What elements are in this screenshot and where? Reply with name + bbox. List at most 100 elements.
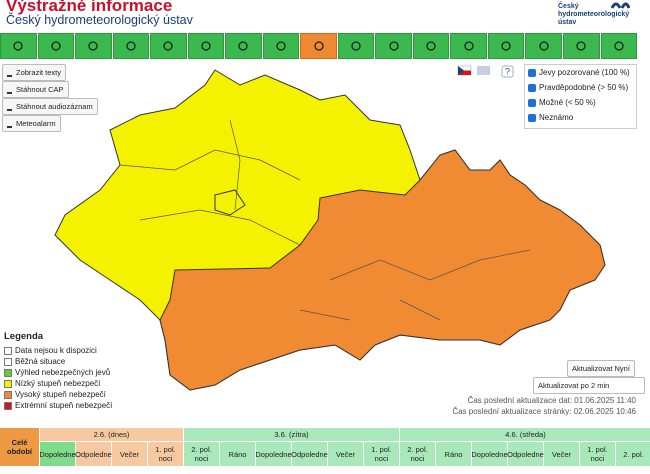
filter-panel: Jevy pozorované (100 %) Pravděpodobné (> … — [524, 64, 637, 129]
filter-label: Jevy pozorované (100 %) — [539, 68, 630, 77]
toolbar-button[interactable] — [300, 33, 337, 59]
legend-label: Vysoký stupeň nebezpečí — [15, 390, 106, 399]
period[interactable]: 1. pol. noci — [148, 442, 183, 466]
period[interactable]: Odpoledne — [75, 442, 112, 466]
period[interactable]: 2. pol. noci — [184, 442, 219, 466]
prague[interactable] — [214, 189, 246, 216]
icon — [88, 41, 98, 51]
period[interactable]: Odpoledne — [291, 442, 328, 466]
button[interactable]: Stáhnout CAP — [2, 81, 69, 98]
toolbar-button[interactable] — [187, 33, 225, 59]
period[interactable]: Ráno — [220, 442, 255, 466]
flag-cz-blue — [458, 66, 464, 75]
legend-swatch — [4, 379, 12, 388]
filter[interactable]: Jevy pozorované (100 %) — [525, 65, 636, 80]
legend-label: Výhled nebezpečných jevů — [15, 368, 111, 377]
button[interactable]: Meteoalarm — [2, 115, 61, 132]
period[interactable]: 1. pol. noci — [580, 442, 615, 466]
toolbar-button[interactable] — [375, 33, 412, 59]
map: ? — [54, 65, 606, 391]
region-high[interactable] — [159, 149, 606, 391]
filter[interactable]: Možné (< 50 %) — [525, 95, 636, 110]
timeline: Celé období 2.6. (dnes) 3.6. (zítra) 4.6. (… — [0, 428, 650, 468]
legend-item: Extrémní stupeň nebezpečí — [4, 401, 112, 410]
icon — [51, 41, 61, 51]
period[interactable]: 1. pol. noci — [364, 442, 399, 466]
period[interactable]: Dopoledne — [471, 442, 508, 466]
period[interactable]: Večer — [328, 442, 363, 466]
legend-item: Běžná situace — [4, 357, 65, 366]
period[interactable]: Večer — [112, 442, 147, 466]
toolbar — [0, 33, 638, 59]
toolbar-button[interactable] — [225, 33, 262, 59]
flag-uk[interactable] — [477, 66, 490, 75]
toolbar-button[interactable] — [562, 33, 600, 59]
legend-swatch — [4, 390, 12, 399]
toolbar-button[interactable] — [525, 33, 562, 59]
icon — [351, 41, 361, 51]
data-time: Čas poslední aktualizace dat: 01.06.2025… — [467, 396, 636, 405]
refresh-select[interactable]: Aktualizovat po 2 min — [533, 377, 645, 394]
period[interactable]: Odpoledne — [507, 442, 544, 466]
toolbar-button[interactable] — [487, 33, 525, 59]
button[interactable]: Zobrazit texty — [2, 64, 67, 81]
period[interactable]: 2. pol. noci — [400, 442, 435, 466]
help-box[interactable] — [501, 65, 514, 78]
legend-label: Extrémní stupeň nebezpečí — [15, 401, 113, 410]
legend-swatch — [4, 368, 12, 377]
legend-label: Data nejsou k dispozici — [15, 346, 97, 355]
icon — [276, 41, 286, 51]
toolbar-button[interactable] — [450, 33, 487, 59]
checkbox[interactable] — [528, 113, 536, 122]
legend-item: Nízký stupeň nebezpečí — [4, 379, 100, 388]
all-period[interactable]: Celé období — [0, 428, 39, 466]
period[interactable]: Dopoledne — [255, 442, 292, 466]
checkbox[interactable] — [528, 83, 536, 92]
toolbar-button[interactable] — [600, 33, 638, 59]
toolbar-button[interactable] — [75, 33, 112, 59]
toolbar-button[interactable] — [337, 33, 375, 59]
icon — [201, 41, 211, 51]
legend-swatch — [4, 401, 12, 410]
period[interactable]: 2. pol. — [616, 442, 650, 466]
title: Výstražné informace — [6, 0, 173, 15]
filter[interactable]: Pravděpodobné (> 50 %) — [525, 80, 636, 95]
toolbar-button[interactable] — [37, 33, 75, 59]
legend-swatch — [4, 357, 12, 366]
icon — [463, 41, 474, 51]
icon — [238, 41, 249, 51]
legend-item: Vysoký stupeň nebezpečí — [4, 390, 106, 399]
logo-text: hydrometeorologický — [558, 11, 630, 18]
toolbar-button[interactable] — [112, 33, 150, 59]
checkbox[interactable] — [528, 68, 536, 77]
filter[interactable]: Neznámo — [525, 110, 636, 125]
legend-item: Výhled nebezpečných jevů — [4, 368, 110, 377]
filter-label: Pravděpodobné (> 50 %) — [539, 83, 629, 92]
icon — [614, 41, 624, 51]
toolbar-button[interactable] — [262, 33, 300, 59]
subtitle: Český hydrometeorologický ústav — [6, 13, 193, 27]
toolbar-button[interactable] — [150, 33, 187, 59]
checkbox[interactable] — [528, 98, 536, 107]
toolbar-button[interactable] — [0, 33, 37, 59]
logo: Český hydrometeorologický ústav — [558, 3, 629, 27]
page-time: Čas poslední aktualizace stránky: 02.06.… — [452, 407, 636, 416]
logo-text: Český — [558, 3, 579, 10]
period[interactable]: Dopoledne — [39, 442, 76, 466]
icon — [313, 41, 324, 51]
refresh-button[interactable]: Aktualizovat Nyní — [567, 360, 635, 377]
legend-title: Legenda — [4, 331, 44, 342]
period[interactable]: Ráno — [436, 442, 471, 466]
button[interactable]: Stáhnout audiozáznam — [2, 98, 98, 115]
icon — [576, 41, 586, 51]
toolbar-button[interactable] — [412, 33, 450, 59]
legend-label: Běžná situace — [15, 357, 66, 366]
period[interactable]: Večer — [544, 442, 579, 466]
district-borders — [119, 119, 531, 321]
help[interactable]: ? — [505, 67, 510, 77]
legend-swatch — [4, 346, 12, 355]
day-header: 2.6. (dnes) — [40, 428, 183, 441]
icon — [163, 41, 174, 51]
icon — [539, 41, 549, 51]
